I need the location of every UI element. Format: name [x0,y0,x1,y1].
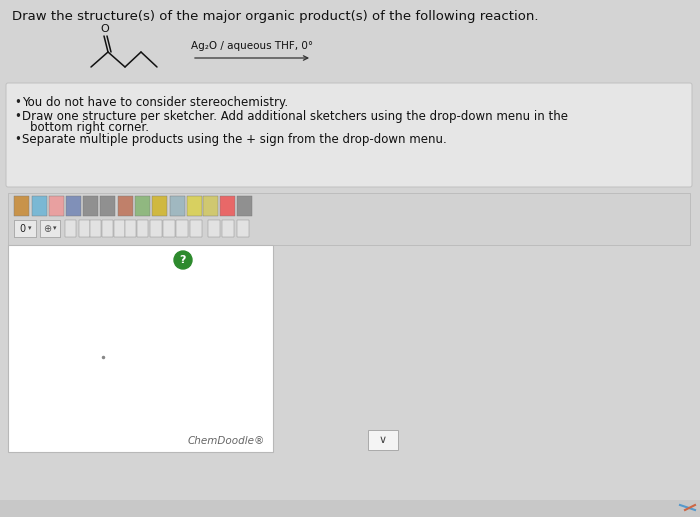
Bar [66,196,81,216]
Bar [203,196,218,216]
Bar [90,220,101,237]
Bar [49,196,64,216]
Bar [170,196,185,216]
Bar [125,220,136,237]
Bar [368,430,398,450]
Bar [8,245,273,452]
Bar [150,220,162,237]
Text: •: • [14,133,21,146]
Text: Draw one structure per sketcher. Add additional sketchers using the drop-down me: Draw one structure per sketcher. Add add… [22,110,568,123]
Text: Separate multiple products using the + sign from the drop-down menu.: Separate multiple products using the + s… [22,133,447,146]
Bar [83,196,98,216]
Text: ChemDoodle®: ChemDoodle® [188,436,265,446]
Bar [118,196,133,216]
Bar [222,220,234,237]
Bar [114,220,125,237]
Text: •: • [14,96,21,109]
Text: ▾: ▾ [28,225,32,232]
Text: You do not have to consider stereochemistry.: You do not have to consider stereochemis… [22,96,288,109]
Text: Ag₂O / aqueous THF, 0°: Ag₂O / aqueous THF, 0° [191,41,313,51]
Bar [14,220,36,237]
Text: 0: 0 [19,223,25,234]
Text: ▾: ▾ [53,225,57,232]
Bar [135,196,150,216]
Text: Draw the structure(s) of the major organic product(s) of the following reaction.: Draw the structure(s) of the major organ… [12,10,538,23]
Text: •: • [14,110,21,123]
Text: ?: ? [180,255,186,265]
Bar [152,196,167,216]
Text: O: O [101,24,109,34]
Bar [8,193,690,245]
Bar [0,500,700,517]
Bar [14,196,29,216]
Bar [176,220,188,237]
Circle shape [174,251,192,269]
Bar [102,220,113,237]
Bar [40,220,60,237]
Bar [137,220,148,237]
Bar [100,196,115,216]
Text: ⊕: ⊕ [43,223,51,234]
Bar [208,220,220,237]
FancyBboxPatch shape [6,83,692,187]
Bar [220,196,235,216]
Bar [65,220,76,237]
Bar [237,220,249,237]
Bar [32,196,47,216]
Bar [163,220,175,237]
Text: ∨: ∨ [379,435,387,445]
Bar [187,196,202,216]
Bar [237,196,252,216]
Bar [190,220,202,237]
Text: bottom right corner.: bottom right corner. [30,121,149,134]
Bar [79,220,90,237]
